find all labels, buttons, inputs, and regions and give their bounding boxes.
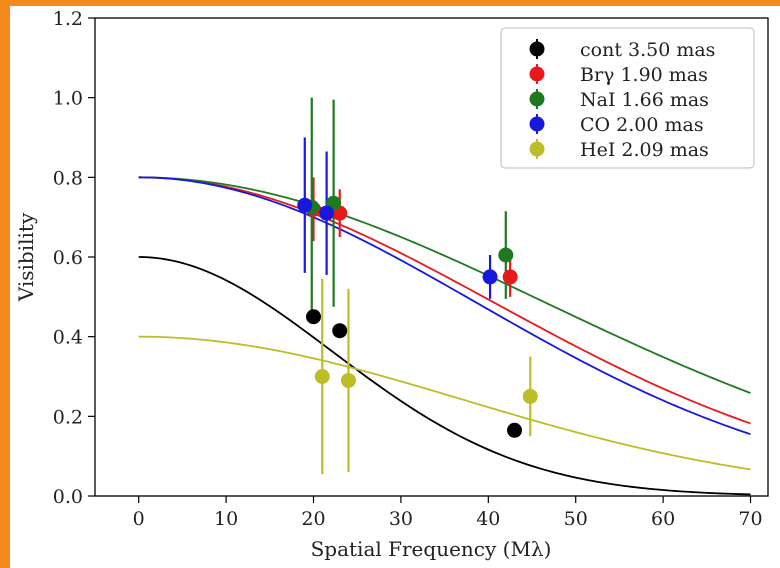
y-tick-label: 0.8 bbox=[53, 167, 83, 189]
error-bars bbox=[303, 97, 532, 475]
x-axis-label: Spatial Frequency (Mλ) bbox=[311, 537, 552, 561]
y-tick-label: 0.4 bbox=[53, 327, 83, 349]
legend-label: cont 3.50 mas bbox=[580, 39, 715, 61]
data-point bbox=[340, 372, 356, 388]
legend-marker bbox=[529, 116, 545, 132]
legend-marker bbox=[529, 141, 545, 157]
legend-label: HeI 2.09 mas bbox=[580, 139, 709, 161]
y-tick-label: 0.0 bbox=[53, 486, 83, 508]
x-tick-label: 0 bbox=[133, 508, 145, 530]
data-point bbox=[332, 323, 348, 339]
data-point bbox=[498, 247, 514, 263]
x-tick-label: 20 bbox=[301, 508, 325, 530]
y-tick-label: 0.2 bbox=[53, 406, 83, 428]
legend-box bbox=[500, 27, 755, 169]
data-point bbox=[297, 197, 313, 213]
model-curve-line bbox=[138, 176, 751, 425]
data-point bbox=[319, 205, 335, 221]
model-curves bbox=[138, 176, 751, 496]
data-point bbox=[502, 269, 518, 285]
legend-marker bbox=[529, 41, 545, 57]
model-curve-line bbox=[138, 256, 751, 496]
data-point bbox=[306, 309, 322, 325]
model-curve-line bbox=[138, 176, 751, 436]
model-curve-line bbox=[138, 335, 751, 471]
x-tick-label: 60 bbox=[651, 508, 675, 530]
x-axis-ticks: 0 10 20 30 40 50 60 70 bbox=[133, 496, 763, 530]
legend-label: Brγ 1.90 mas bbox=[580, 64, 708, 86]
data-points bbox=[297, 195, 538, 438]
legend: cont 3.50 mas Brγ 1.90 mas NaI 1.66 mas CO … bbox=[500, 27, 755, 169]
y-tick-label: 1.0 bbox=[53, 88, 83, 110]
x-tick-label: 10 bbox=[214, 508, 238, 530]
y-tick-label: 0.6 bbox=[53, 247, 83, 269]
data-point bbox=[522, 388, 538, 404]
data-point bbox=[314, 369, 330, 384]
x-tick-label: 50 bbox=[564, 508, 588, 530]
x-tick-label: 70 bbox=[738, 508, 762, 530]
legend-marker bbox=[529, 91, 545, 107]
y-axis-ticks: 0.0 0.2 0.4 0.6 0.8 1.0 1.2 bbox=[53, 8, 95, 508]
y-tick-label: 1.2 bbox=[53, 8, 83, 30]
data-point bbox=[507, 422, 523, 438]
y-axis-label: Visibility bbox=[14, 212, 38, 302]
legend-label: NaI 1.66 mas bbox=[580, 89, 709, 111]
model-curve-line bbox=[138, 176, 751, 394]
x-tick-label: 30 bbox=[389, 508, 413, 530]
legend-label: CO 2.00 mas bbox=[580, 114, 704, 136]
legend-marker bbox=[529, 66, 545, 82]
x-tick-label: 40 bbox=[476, 508, 500, 530]
data-point bbox=[482, 269, 498, 285]
